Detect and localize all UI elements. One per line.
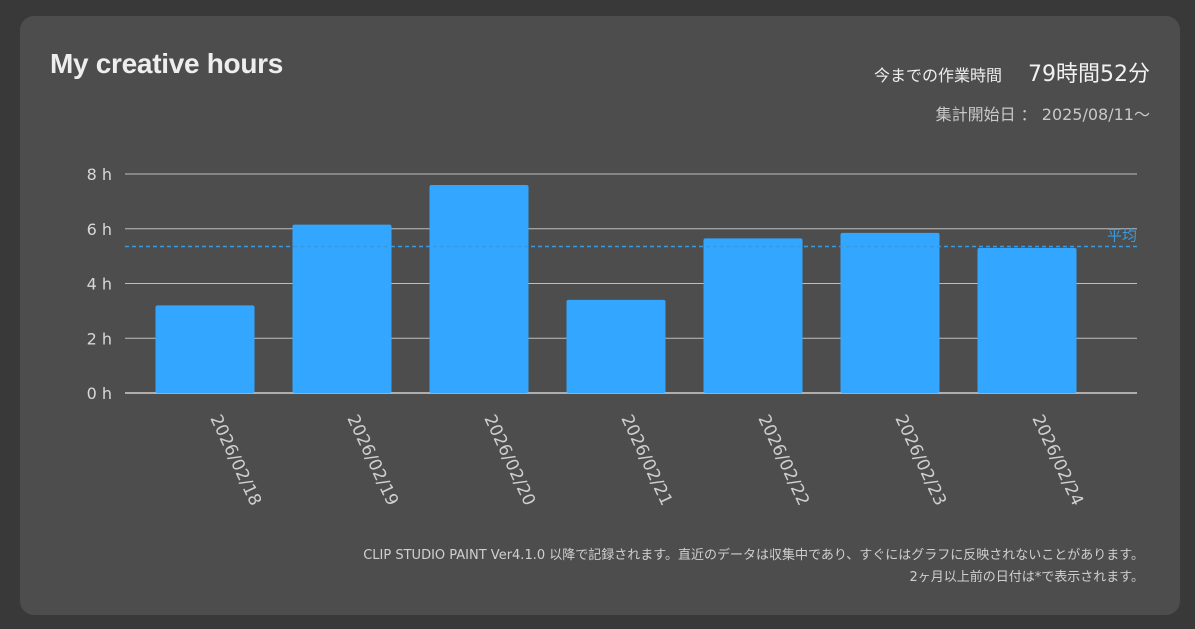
x-tick-label: 2026/02/18 xyxy=(205,412,265,509)
bar-chart: 0 h 2 h 4 h 6 h 8 h 2026/02/18 2026/02/19 2026/… xyxy=(87,165,1137,509)
y-tick-label: 0 h xyxy=(87,384,112,403)
y-tick-label: 2 h xyxy=(87,329,112,348)
y-tick-label: 4 h xyxy=(87,275,112,294)
creative-hours-card: My creative hours 今までの作業時間 79時間52分 集計開始日… xyxy=(20,16,1180,615)
x-tick-label: 2026/02/20 xyxy=(479,412,539,509)
total-time: 今までの作業時間 79時間52分 xyxy=(874,56,1150,88)
x-tick-label: 2026/02/24 xyxy=(1027,412,1087,509)
bar xyxy=(429,184,529,393)
page-title: My creative hours xyxy=(50,48,283,79)
y-tick-label: 6 h xyxy=(87,220,112,239)
bar xyxy=(703,238,803,393)
x-tick-label: 2026/02/21 xyxy=(616,412,676,509)
start-date: 集計開始日 ： 2025/08/11〜 xyxy=(935,105,1150,124)
bar xyxy=(977,247,1077,393)
x-tick-label: 2026/02/22 xyxy=(753,412,813,509)
footnote-line-2: 2ヶ月以上前の日付は*で表示されます。 xyxy=(909,570,1144,585)
footnotes: CLIP STUDIO PAINT Ver4.1.0 以降で記録されます。直近の… xyxy=(363,545,1144,589)
y-tick-label: 8 h xyxy=(87,165,112,184)
bar xyxy=(840,232,940,393)
average-label: 平均 xyxy=(1107,227,1137,245)
total-time-label: 今までの作業時間 xyxy=(873,66,1002,85)
bar xyxy=(155,305,255,393)
bar xyxy=(292,224,392,393)
total-time-value: 79時間52分 xyxy=(1028,62,1150,87)
x-tick-label: 2026/02/23 xyxy=(890,412,950,509)
bar xyxy=(566,299,666,393)
x-tick-label: 2026/02/19 xyxy=(342,412,402,509)
footnote-line-1: CLIP STUDIO PAINT Ver4.1.0 以降で記録されます。直近の… xyxy=(363,548,1144,563)
